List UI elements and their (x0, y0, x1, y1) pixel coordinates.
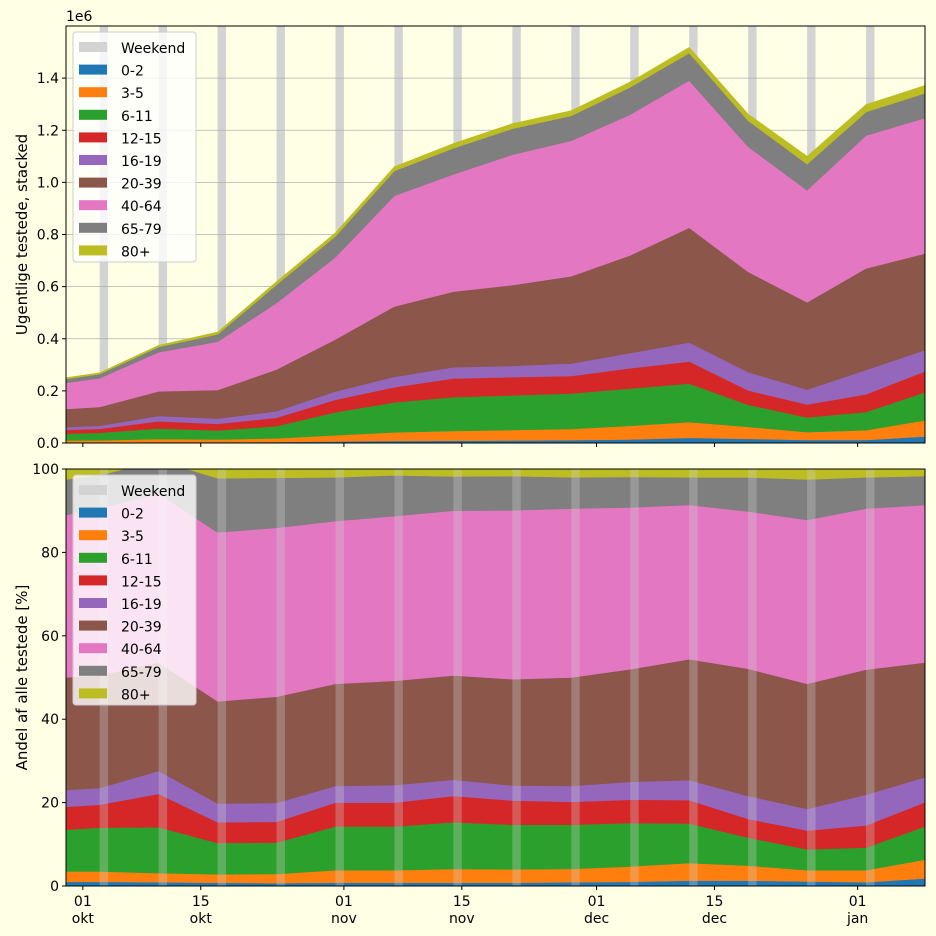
y-axis-label: Andel af alle testede [%] (13, 585, 31, 771)
legend-label: 65-79 (121, 665, 162, 681)
legend-label: 80+ (121, 244, 151, 260)
legend-swatch-0-2 (79, 64, 107, 75)
legend-label: Weekend (121, 41, 185, 57)
y-tick-label: 40 (41, 712, 59, 728)
legend-label: 65-79 (121, 222, 162, 238)
legend-swatch-65-79 (79, 665, 107, 676)
weekend-band (217, 469, 227, 886)
legend-label: 3-5 (121, 529, 144, 545)
x-tick-label: 15 (706, 894, 724, 910)
legend-label: 16-19 (121, 154, 162, 170)
legend-swatch-16-19 (79, 155, 107, 165)
legend-swatch-Weekend (79, 42, 107, 52)
area-80+ (66, 469, 925, 480)
legend-label: 12-15 (121, 574, 162, 590)
legend: Weekend 0-2 3-5 6-11 12-15 16-19 20-39 40-64 65-… (72, 31, 197, 263)
x-tick-label: 01 (849, 894, 867, 910)
weekend-band (866, 469, 875, 886)
chart-panel-2: 02040608010001okt15okt01nov15nov01dec15d… (13, 462, 926, 927)
plot-area (66, 469, 925, 886)
legend-swatch-80+ (79, 245, 107, 256)
legend-label: 20-39 (121, 620, 162, 636)
y-tick-label: 1.2 (37, 123, 59, 139)
legend-swatch-0-2 (79, 507, 107, 518)
legend-label: 40-64 (121, 642, 162, 658)
x-tick-label-month: dec (702, 911, 727, 927)
legend-swatch-6-11 (79, 109, 107, 120)
legend-label: 80+ (121, 687, 151, 703)
legend-swatch-40-64 (79, 200, 107, 211)
weekend-band (630, 469, 639, 886)
y-tick-label: 0.8 (37, 228, 59, 244)
y-tick-label: 80 (41, 545, 59, 561)
legend-swatch-12-15 (79, 132, 107, 143)
x-tick-label: 01 (335, 894, 353, 910)
x-tick-label: 15 (192, 894, 210, 910)
y-tick-label: 1.0 (37, 175, 59, 191)
y-offset-label: 1e6 (66, 9, 93, 25)
legend-label: 3-5 (121, 86, 144, 102)
area-80+ (66, 47, 925, 380)
x-tick-label: 01 (74, 894, 92, 910)
legend-label: 20-39 (121, 177, 162, 193)
y-tick-label: 0.0 (37, 436, 59, 452)
legend-swatch-40-64 (79, 643, 107, 654)
x-tick-label-month: dec (584, 911, 609, 927)
legend-swatch-65-79 (79, 222, 107, 233)
weekend-band (689, 469, 698, 886)
x-tick-label-month: okt (190, 911, 213, 927)
legend: Weekend 0-2 3-5 6-11 12-15 16-19 20-39 40-64 65-… (72, 474, 197, 706)
legend-label: Weekend (121, 484, 185, 500)
x-tick-label-month: nov (449, 911, 475, 927)
legend-label: 6-11 (121, 109, 153, 125)
x-tick-label: 15 (453, 894, 471, 910)
legend-label: 12-15 (121, 131, 162, 147)
legend-swatch-80+ (79, 688, 107, 699)
plot-frame (65, 468, 926, 887)
legend-swatch-16-19 (79, 598, 107, 608)
legend-swatch-3-5 (79, 87, 107, 98)
legend-swatch-20-39 (79, 177, 107, 188)
legend-swatch-6-11 (79, 552, 107, 563)
legend-swatch-Weekend (79, 485, 107, 495)
y-tick-label: 1.4 (37, 71, 59, 87)
weekend-band (512, 469, 521, 886)
y-axis-label: Ugentlige testede, stacked (13, 134, 31, 335)
legend-swatch-3-5 (79, 530, 107, 541)
weekend-band (748, 469, 757, 886)
x-tick-label-month: okt (72, 911, 95, 927)
legend-label: 0-2 (121, 507, 144, 523)
y-tick-label: 100 (32, 462, 59, 478)
weekend-band (571, 469, 580, 886)
x-tick-label: 01 (588, 894, 606, 910)
legend-swatch-20-39 (79, 620, 107, 631)
y-tick-label: 0.4 (37, 332, 59, 348)
y-tick-label: 20 (41, 796, 59, 812)
plot-area (66, 26, 925, 443)
weekend-band (394, 469, 403, 886)
legend-label: 0-2 (121, 64, 144, 80)
legend-label: 40-64 (121, 199, 162, 215)
legend-label: 16-19 (121, 597, 162, 613)
weekend-band (807, 469, 816, 886)
y-tick-label: 60 (41, 629, 59, 645)
weekend-band (335, 469, 344, 886)
chart-panel-1: 0.0 0.2 0.4 0.6 0.8 1.0 1.2 1.4 1e6 Ugentlige tes… (13, 9, 926, 452)
y-tick-label: 0.6 (37, 280, 59, 296)
legend-label: 6-11 (121, 552, 153, 568)
weekend-band (276, 469, 285, 886)
x-tick-label-month: nov (331, 911, 357, 927)
y-tick-label: 0 (50, 879, 59, 895)
weekend-band (453, 469, 462, 886)
legend-swatch-12-15 (79, 575, 107, 586)
y-tick-label: 0.2 (37, 384, 59, 400)
x-tick-label-month: jan (846, 911, 868, 927)
